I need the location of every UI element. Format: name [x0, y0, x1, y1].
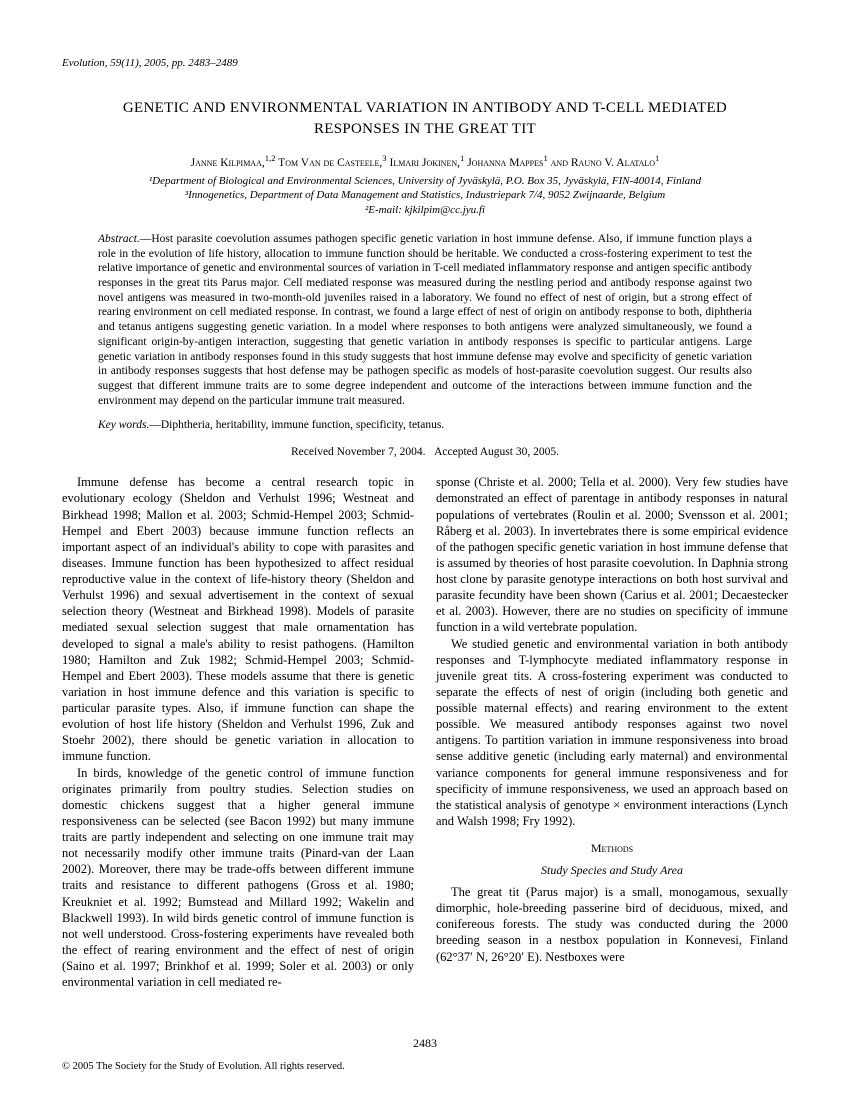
- page-number: 2483: [0, 1036, 850, 1052]
- keywords: Key words.—Diphtheria, heritability, imm…: [98, 418, 752, 433]
- body-columns: Immune defense has become a central rese…: [62, 474, 788, 990]
- body-paragraph: sponse (Christe et al. 2000; Tella et al…: [436, 474, 788, 635]
- paper-title: GENETIC AND ENVIRONMENTAL VARIATION IN A…: [92, 98, 758, 139]
- affiliation-2: ³Innogenetics, Department of Data Manage…: [62, 189, 788, 203]
- abstract: Abstract.—Host parasite coevolution assu…: [98, 232, 752, 409]
- section-heading-methods: Methods: [436, 841, 788, 856]
- subsection-heading: Study Species and Study Area: [436, 863, 788, 878]
- accepted-date: Accepted August 30, 2005.: [434, 446, 559, 458]
- received-date: Received November 7, 2004.: [291, 446, 425, 458]
- abstract-text: —Host parasite coevolution assumes patho…: [98, 233, 752, 407]
- journal-citation: Evolution, 59(11), 2005, pp. 2483–2489: [62, 56, 788, 70]
- body-paragraph: In birds, knowledge of the genetic contr…: [62, 765, 414, 991]
- affiliation-email: ²E-mail: kjkilpim@cc.jyu.fi: [62, 204, 788, 218]
- keywords-text: —Diphtheria, heritability, immune functi…: [149, 419, 444, 431]
- author-list: Janne Kilpimaa,1,2 Tom Van de Casteele,3…: [62, 153, 788, 171]
- keywords-label: Key words.: [98, 419, 149, 431]
- affiliation-1: ¹Department of Biological and Environmen…: [62, 175, 788, 189]
- copyright-notice: © 2005 The Society for the Study of Evol…: [62, 1060, 345, 1074]
- submission-dates: Received November 7, 2004. Accepted Augu…: [62, 445, 788, 460]
- body-paragraph: Immune defense has become a central rese…: [62, 474, 414, 764]
- body-paragraph: We studied genetic and environmental var…: [436, 636, 788, 830]
- abstract-label: Abstract.: [98, 233, 140, 245]
- body-paragraph: The great tit (Parus major) is a small, …: [436, 884, 788, 965]
